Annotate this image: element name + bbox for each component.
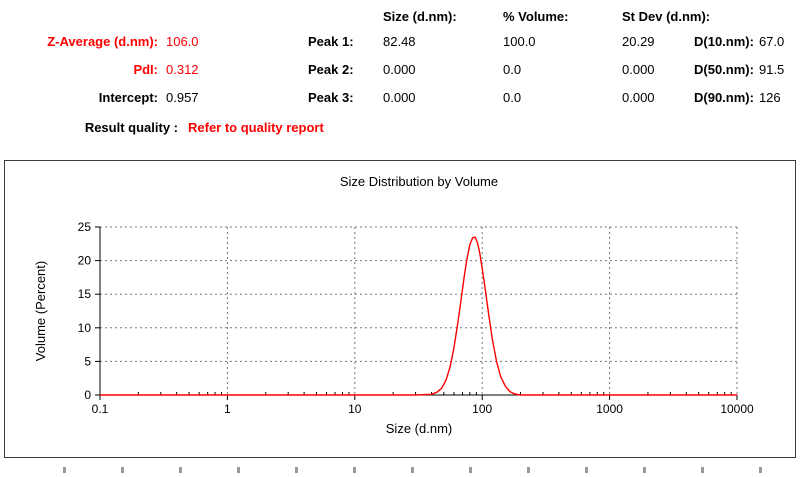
bottom-ruler-ticks <box>8 467 792 473</box>
table-row-zaverage: Z-Average (d.nm): 106.0 Peak 1: 82.48 10… <box>0 32 800 51</box>
pdi-label: PdI: <box>133 62 158 77</box>
size-distribution-chart: 0.1 1 10 100 1000 10000 0 5 10 15 20 25 Size Distri… <box>33 174 754 436</box>
y-tick-label: 5 <box>84 354 91 368</box>
peak1-label: Peak 1: <box>308 34 354 49</box>
peak2-volume-value: 0.0 <box>503 62 522 77</box>
peak2-size-value: 0.000 <box>383 62 416 77</box>
peak3-stdev-value: 0.000 <box>622 90 655 105</box>
peak3-size-value: 0.000 <box>383 90 416 105</box>
y-tick-label: 25 <box>78 220 92 234</box>
y-tick-label: 10 <box>78 321 92 335</box>
header-size: Size (d.nm): <box>383 9 457 24</box>
peak1-volume-value: 100.0 <box>503 34 536 49</box>
x-tick-label: 10 <box>348 402 362 416</box>
y-axis-label: Volume (Percent) <box>33 261 48 361</box>
d10-label: D(10.nm): <box>694 34 754 49</box>
y-tick-label: 0 <box>84 388 91 402</box>
x-tick-label: 10000 <box>720 402 754 416</box>
x-tick-label: 0.1 <box>92 402 109 416</box>
header-stdev: St Dev (d.nm): <box>622 9 711 24</box>
x-axis-label: Size (d.nm) <box>386 421 452 436</box>
peak1-size-value: 82.48 <box>383 34 416 49</box>
d90-label: D(90.nm): <box>694 90 754 105</box>
d50-value: 91.5 <box>758 62 785 77</box>
d10-value: 67.0 <box>758 34 785 49</box>
series-layer <box>100 236 737 396</box>
zaverage-value: 106.0 <box>166 34 199 49</box>
peak2-label: Peak 2: <box>308 62 354 77</box>
peak3-label: Peak 3: <box>308 90 354 105</box>
table-header-row: Size (d.nm): % Volume: St Dev (d.nm): <box>0 7 800 26</box>
d50-label: D(50.nm): <box>694 62 754 77</box>
x-tick-label: 100 <box>472 402 492 416</box>
chart-panel: 0.1 1 10 100 1000 10000 0 5 10 15 20 25 Size Distri… <box>4 160 796 458</box>
peak1-stdev-value: 20.29 <box>622 34 655 49</box>
y-tick-label: 15 <box>78 287 92 301</box>
result-quality-label: Result quality : <box>84 120 178 135</box>
chart-title: Size Distribution by Volume <box>340 174 498 189</box>
d50-percentile: D(50.nm): 91.5 <box>694 60 784 79</box>
header-volume: % Volume: <box>503 9 569 24</box>
table-row-pdi: PdI: 0.312 Peak 2: 0.000 0.0 0.000 D(50.… <box>0 60 800 79</box>
d90-value: 126 <box>758 90 781 105</box>
d90-percentile: D(90.nm): 126 <box>694 88 781 107</box>
distribution-curve <box>100 236 737 396</box>
d10-percentile: D(10.nm): 67.0 <box>694 32 784 51</box>
table-row-intercept: Intercept: 0.957 Peak 3: 0.000 0.0 0.000… <box>0 88 800 107</box>
axis-layer: 0.1 1 10 100 1000 10000 0 5 10 15 20 25 <box>78 220 754 416</box>
peak3-volume-value: 0.0 <box>503 90 522 105</box>
intercept-value: 0.957 <box>166 90 199 105</box>
result-quality-row: Result quality : Refer to quality report <box>0 118 800 137</box>
y-tick-label: 20 <box>78 254 92 268</box>
pdi-value: 0.312 <box>166 62 199 77</box>
grid-layer <box>100 226 738 395</box>
x-tick-label: 1000 <box>596 402 623 416</box>
peak2-stdev-value: 0.000 <box>622 62 655 77</box>
zaverage-label: Z-Average (d.nm): <box>47 34 158 49</box>
result-quality-value: Refer to quality report <box>188 120 324 135</box>
intercept-label: Intercept: <box>98 90 158 105</box>
x-tick-label: 1 <box>224 402 231 416</box>
